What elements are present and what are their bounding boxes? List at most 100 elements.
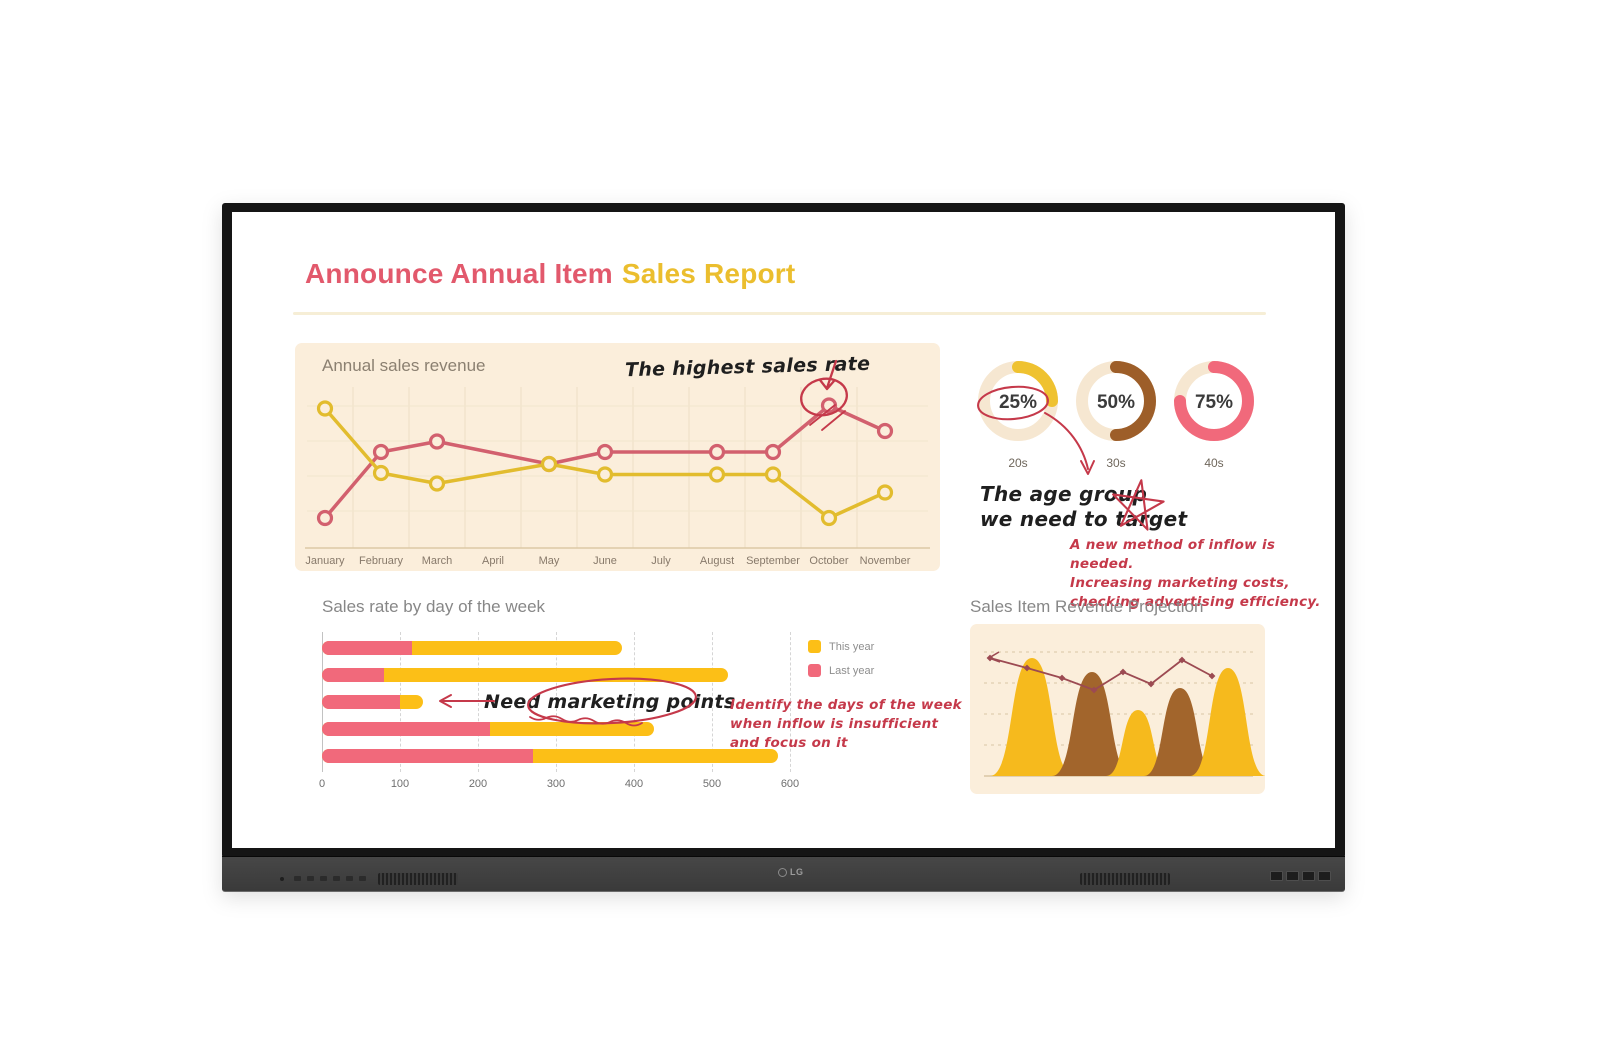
annual-sales-panel: Annual sales revenue January February Marc… (295, 343, 940, 571)
port-icon (1286, 871, 1299, 881)
sales-rate-yellow-marker (428, 475, 446, 492)
sales-rate-yellow-marker (876, 484, 894, 501)
donut-chart-40s: 75% 40s (1166, 353, 1262, 470)
donut-chart-30s: 50% 30s (1068, 353, 1164, 470)
month-label: September (746, 555, 800, 567)
month-label: July (651, 555, 671, 567)
annual-sales-line-chart: January February March April May June July Augu… (305, 387, 930, 567)
x-tick-label: 400 (624, 778, 644, 790)
age-group-annotation: The age group we need to target (980, 482, 1187, 532)
revenue-hump (1052, 672, 1132, 776)
x-tick-label: 300 (546, 778, 566, 790)
trend-marker (1090, 686, 1098, 694)
trend-marker (1178, 656, 1186, 664)
x-tick-label: 0 (318, 778, 326, 790)
revenue-projection-area-chart (984, 651, 1265, 777)
sales-rate-yellow-marker (708, 466, 726, 483)
revenue-hump (990, 658, 1074, 776)
bar-chart-legend: This year Last year (808, 640, 874, 688)
sales-rate-yellow-marker (540, 455, 558, 473)
speaker-grille-left (378, 873, 458, 885)
revenue-projection-title: Sales Item Revenue Projection (970, 597, 1204, 616)
title-part-2: Sales Report (621, 258, 796, 289)
legend-swatch (808, 640, 821, 653)
trend-marker (1023, 664, 1031, 672)
inflow-note-line-1: A new method of inflow is needed. (1070, 537, 1276, 572)
lg-display-monitor: Announce Annual Item Sales Report Annual … (222, 203, 1345, 892)
sales-rate-pink-marker (764, 443, 782, 461)
revenue-hump (1144, 688, 1216, 776)
legend-label: Last year (829, 664, 875, 677)
control-button (294, 876, 301, 881)
x-tick-label: 500 (702, 778, 722, 790)
sales-rate-yellow-marker (764, 466, 782, 483)
control-button (359, 876, 366, 881)
sales-rate-yellow-marker (316, 400, 334, 417)
control-button (320, 876, 327, 881)
month-label: May (539, 555, 560, 567)
page-title: Announce Annual Item Sales Report (305, 258, 795, 290)
port-icon (1270, 871, 1283, 881)
weekday-sales-title: Sales rate by day of the week (322, 597, 546, 616)
inflow-note-line-3: checking advertising efficiency. (1070, 594, 1321, 610)
screen-bezel: Announce Annual Item Sales Report Annual … (222, 203, 1345, 858)
sales-rate-pink-marker (820, 397, 838, 414)
month-label: February (359, 555, 404, 567)
title-divider (293, 312, 1266, 315)
donut-chart-20s: 25% 20s (970, 353, 1066, 470)
inflow-note: A new method of inflow is needed. Increa… (1070, 536, 1335, 612)
annual-sales-title: Annual sales revenue (322, 356, 486, 375)
bar-gridline-600 (790, 632, 791, 772)
power-led (280, 877, 284, 881)
bar-segment-last-year (322, 641, 412, 655)
bar-row (322, 641, 623, 655)
bar-row (322, 668, 728, 682)
title-part-1: Announce Annual Item (305, 258, 613, 289)
inflow-note-line-2: Increasing marketing costs, (1070, 575, 1290, 591)
lg-logo: LG (778, 867, 804, 877)
age-donut-charts: 25% 20s 50% 30s 75% 40s (970, 353, 1266, 483)
donut-age-label: 30s (1106, 456, 1126, 470)
month-label: April (482, 555, 504, 567)
trend-marker (1058, 674, 1066, 682)
donut-arc (978, 361, 1058, 441)
control-button (346, 876, 353, 881)
bar-row (322, 695, 424, 709)
bar-gridline-500 (712, 632, 713, 772)
month-label: October (809, 555, 848, 567)
port-icon (1318, 871, 1331, 881)
bar-row (322, 722, 654, 736)
month-label: August (700, 555, 734, 567)
speaker-grille-right (1080, 873, 1170, 885)
age-group-line-1: The age group (980, 482, 1148, 506)
bar-segment-last-year (322, 722, 490, 736)
weekday-sales-bar-chart: 0 100 200 300 400 500 600 (319, 632, 802, 794)
legend-label: This year (829, 640, 875, 653)
sales-rate-yellow-marker (596, 466, 614, 483)
lg-logo-text: LG (790, 867, 804, 877)
bar-segment-last-year (322, 695, 400, 709)
month-label: January (305, 555, 345, 567)
control-button (333, 876, 340, 881)
legend-item: Last year (808, 664, 874, 677)
donut-age-label: 20s (1008, 456, 1028, 470)
sales-rate-pink-marker (428, 433, 446, 450)
trend-marker (1147, 680, 1155, 688)
x-tick-label: 100 (390, 778, 410, 790)
donut-percent: 50% (1097, 392, 1135, 413)
donut-arc (1076, 361, 1156, 441)
donut-arc (1174, 361, 1254, 441)
identify-note: Identify the days of the week when inflo… (730, 696, 962, 753)
screen-content: Announce Annual Item Sales Report Annual … (232, 212, 1335, 848)
donut-svg: 75% (1174, 361, 1254, 441)
legend-swatch (808, 664, 821, 677)
month-label: November (860, 555, 911, 567)
control-button (307, 876, 314, 881)
donut-age-label: 40s (1204, 456, 1224, 470)
bar-segment-last-year (322, 749, 533, 763)
marketing-points-annotation: Need marketing points (484, 691, 736, 713)
sales-rate-pink-marker (372, 443, 390, 461)
monitor-chin: LG (222, 856, 1345, 892)
donut-percent: 25% (999, 392, 1037, 413)
